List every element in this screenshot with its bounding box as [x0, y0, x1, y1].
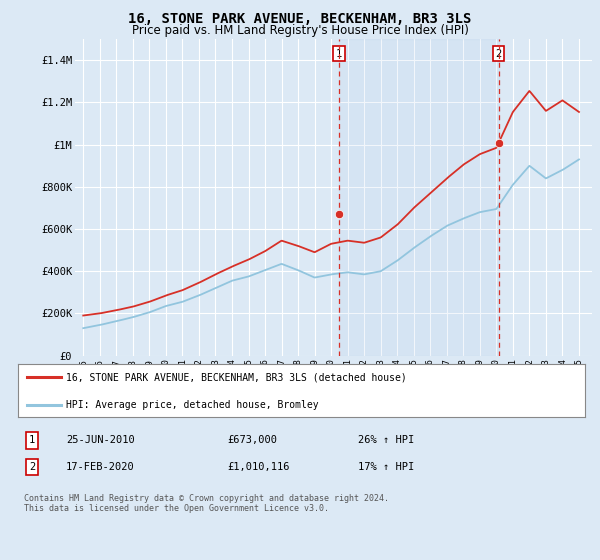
Text: 17-FEB-2020: 17-FEB-2020 — [66, 462, 135, 472]
Text: £1,010,116: £1,010,116 — [228, 462, 290, 472]
Text: 17% ↑ HPI: 17% ↑ HPI — [358, 462, 415, 472]
Text: HPI: Average price, detached house, Bromley: HPI: Average price, detached house, Brom… — [66, 400, 319, 410]
Text: 2: 2 — [496, 49, 502, 59]
Text: £673,000: £673,000 — [228, 436, 278, 445]
Text: 2: 2 — [29, 462, 35, 472]
Text: Contains HM Land Registry data © Crown copyright and database right 2024.
This d: Contains HM Land Registry data © Crown c… — [23, 493, 389, 513]
Bar — [339, 39, 499, 356]
Text: 1: 1 — [29, 436, 35, 445]
Text: Price paid vs. HM Land Registry's House Price Index (HPI): Price paid vs. HM Land Registry's House … — [131, 24, 469, 36]
Text: 16, STONE PARK AVENUE, BECKENHAM, BR3 3LS (detached house): 16, STONE PARK AVENUE, BECKENHAM, BR3 3L… — [66, 372, 407, 382]
Text: 26% ↑ HPI: 26% ↑ HPI — [358, 436, 415, 445]
Text: 25-JUN-2010: 25-JUN-2010 — [66, 436, 135, 445]
Text: 16, STONE PARK AVENUE, BECKENHAM, BR3 3LS: 16, STONE PARK AVENUE, BECKENHAM, BR3 3L… — [128, 12, 472, 26]
Text: 1: 1 — [336, 49, 342, 59]
